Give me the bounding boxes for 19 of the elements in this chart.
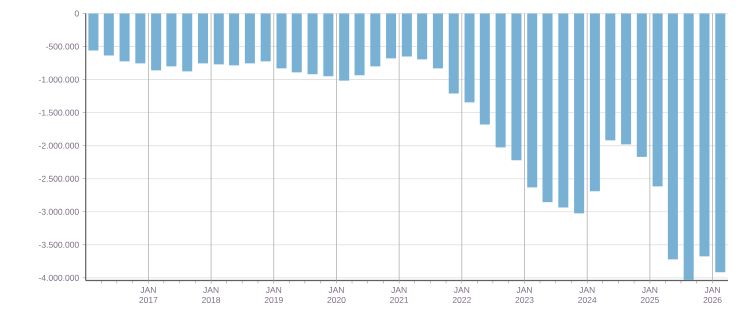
x-tick-label: JAN 2019: [264, 287, 283, 303]
x-tick-label: JAN 2026: [704, 287, 722, 303]
x-tick-label: JAN 2025: [640, 287, 659, 303]
y-tick-label: -4.000.000: [38, 274, 79, 281]
y-tick-label: -2.500.000: [38, 176, 79, 182]
y-tick-label: -3.500.000: [38, 242, 79, 248]
x-tick-label: JAN 2022: [452, 287, 471, 303]
y-tick-label: -1.500.000: [38, 110, 79, 116]
y-tick-label: -1.000.000: [38, 76, 79, 83]
x-tick-label: JAN 2020: [327, 287, 346, 303]
x-tick-label: JAN 2018: [202, 287, 220, 303]
x-tick-label: JAN 2021: [390, 287, 408, 303]
y-tick-label: -2.000.000: [38, 142, 79, 149]
y-tick-label: -500.000: [46, 44, 79, 50]
x-tick-label: JAN 2017: [139, 287, 158, 303]
y-tick-label: -3.000.000: [38, 208, 79, 215]
x-tick-label: JAN 2023: [515, 287, 534, 303]
y-tick-label: 0: [74, 10, 79, 16]
x-tick-label: JAN 2024: [578, 287, 596, 303]
